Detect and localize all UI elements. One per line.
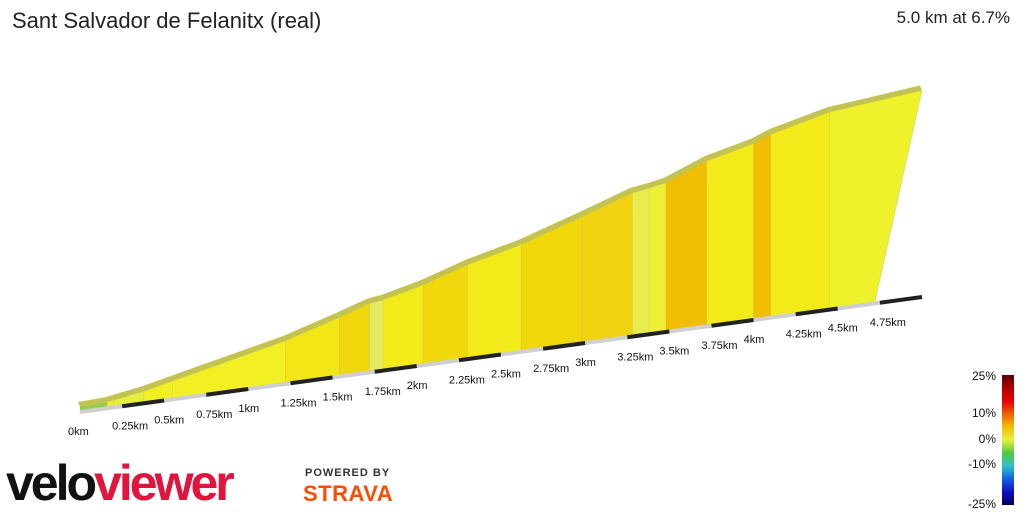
profile-skin-strip xyxy=(519,211,582,245)
distance-tick-label: 4.5km xyxy=(828,323,858,335)
distance-tick-label: 4.25km xyxy=(786,328,822,340)
profile-skin xyxy=(78,85,922,407)
baseline-dash xyxy=(79,404,123,414)
baseline-dash xyxy=(458,352,502,363)
distance-tick-label: 2.25km xyxy=(449,374,485,386)
baseline-dash xyxy=(753,312,796,322)
profile-skin-strip xyxy=(283,312,340,341)
profile-skin-strip xyxy=(465,239,522,265)
profile-skin-strip xyxy=(337,298,370,318)
baseline-dash xyxy=(121,398,165,409)
gradient-segments xyxy=(79,90,923,412)
distance-tick-label: 4.75km xyxy=(870,317,906,329)
profile-skin-strip xyxy=(421,259,468,285)
profile-skin-strip xyxy=(827,85,922,113)
profile-skin-strip xyxy=(630,183,650,193)
profile-skin-strip xyxy=(579,187,633,217)
legend-tick-label: -25% xyxy=(967,497,996,511)
baseline-dash xyxy=(627,329,670,340)
baseline-dash xyxy=(711,318,754,328)
gradient-segment xyxy=(665,160,707,332)
baseline-dash xyxy=(248,381,291,391)
distance-tick-label: 3km xyxy=(575,357,596,369)
gradient-segment xyxy=(581,192,633,343)
baseline-dash xyxy=(584,335,628,345)
distance-tick-label: 1.5km xyxy=(323,392,353,404)
climb-summary: 5.0 km at 6.7% xyxy=(896,8,1010,27)
distance-tick-label: 0km xyxy=(68,426,89,438)
profile-skin-strip xyxy=(367,295,384,304)
gradient-segment xyxy=(632,187,650,336)
veloviewer-logo: veloviewer xyxy=(6,455,237,510)
legend-tick-label: 25% xyxy=(971,369,996,383)
distance-tick-label: 3.5km xyxy=(659,346,689,358)
baseline-dash xyxy=(542,341,586,351)
profile-skin-strip xyxy=(647,177,667,189)
page-title: Sant Salvador de Felanitx (real) xyxy=(12,8,322,33)
distance-labels: 0km 0.25km 0.5km 0.75km 1km 1.25km 1.5km 1.75km… xyxy=(68,317,906,438)
baseline-dash xyxy=(332,369,375,380)
profile-skin-strip xyxy=(111,386,144,401)
gradient-segment xyxy=(706,143,754,326)
distance-tick-label: 3.75km xyxy=(702,340,738,352)
baseline-dash xyxy=(163,392,207,403)
profile-skin-strip xyxy=(381,279,424,301)
gradient-segment xyxy=(770,111,830,318)
baseline-track xyxy=(79,295,923,414)
svg-text:veloviewer: veloviewer xyxy=(6,455,234,510)
profile-skin-strip xyxy=(78,397,107,407)
gradient-legend-bar xyxy=(1002,375,1014,505)
gradient-segment xyxy=(369,299,384,372)
distance-tick-label: 4km xyxy=(744,334,765,346)
profile-skin-strip xyxy=(704,138,754,162)
distance-tick-label: 0.25km xyxy=(112,420,148,432)
profile-skin-strip xyxy=(664,156,707,183)
profile-skin-strip xyxy=(768,107,830,135)
baseline-dash xyxy=(500,346,544,357)
distance-tick-label: 2.5km xyxy=(491,369,521,381)
gradient-segment xyxy=(753,133,771,320)
baseline-dash xyxy=(374,364,418,374)
distance-tick-label: 2km xyxy=(407,380,428,392)
powered-by-label: POWERED BY xyxy=(305,467,391,479)
profile-skin-strip xyxy=(141,376,173,392)
profile-skin-strip xyxy=(104,395,114,403)
legend-tick-label: 10% xyxy=(971,406,996,420)
legend-tick-label: -10% xyxy=(967,457,996,471)
distance-tick-label: 1.25km xyxy=(281,397,317,409)
legend-tick-label: 0% xyxy=(978,432,996,446)
baseline-dash xyxy=(795,306,839,317)
distance-tick-label: 1.75km xyxy=(365,386,401,398)
distance-tick-label: 1km xyxy=(238,403,259,415)
gradient-segment xyxy=(648,182,667,334)
profile-skin-strip xyxy=(170,335,286,382)
baseline-dash xyxy=(206,387,249,397)
baseline-dash xyxy=(669,323,712,334)
distance-tick-label: 3.25km xyxy=(617,351,653,363)
baseline-dash xyxy=(837,300,881,311)
baseline-dash xyxy=(416,358,460,368)
strava-logo: STRAVA xyxy=(303,481,394,506)
profile-skin-strip xyxy=(751,129,771,144)
distance-tick-label: 0.5km xyxy=(154,415,184,427)
distance-tick-label: 0.75km xyxy=(196,409,232,421)
gradient-segment xyxy=(829,90,923,309)
distance-tick-label: 2.75km xyxy=(533,363,569,375)
baseline-dash xyxy=(879,295,923,305)
baseline-dash xyxy=(290,375,333,386)
